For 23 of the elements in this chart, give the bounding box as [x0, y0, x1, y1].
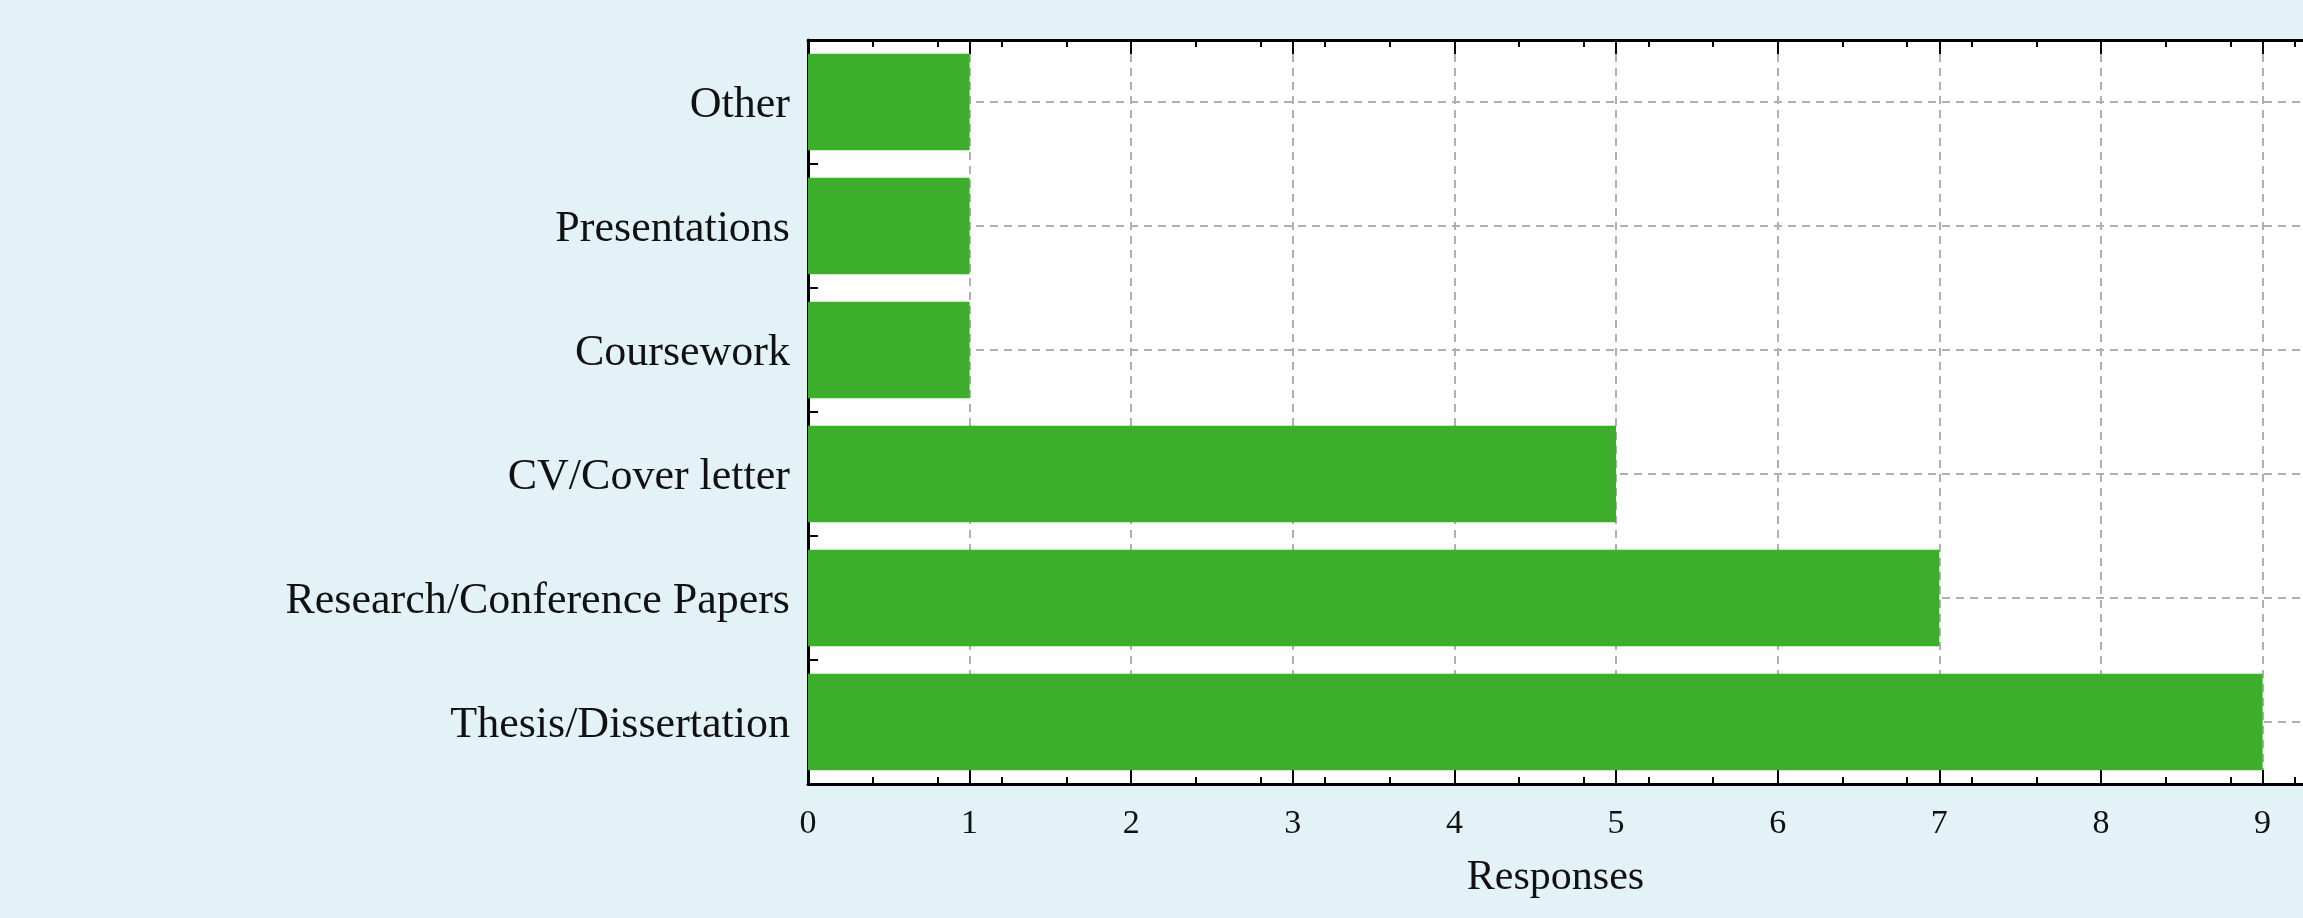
bar [808, 425, 1617, 523]
x-tick-label: 8 [2092, 802, 2110, 840]
x-tick-label: 7 [1930, 802, 1948, 840]
y-tick-label: Thesis/Dissertation [450, 697, 790, 747]
x-tick-label: 3 [1284, 802, 1302, 840]
bar [808, 673, 2263, 771]
x-tick-label: 1 [961, 802, 979, 840]
x-axis-title: Responses [1466, 852, 1645, 898]
y-tick-label: CV/Cover letter [507, 449, 791, 499]
x-tick-label: 4 [1445, 802, 1463, 840]
y-tick-label: Other [689, 77, 791, 127]
x-tick-label: 9 [2254, 802, 2272, 840]
bar [808, 549, 1940, 647]
y-tick-label: Presentations [555, 201, 790, 251]
y-tick-label: Research/Conference Papers [285, 573, 790, 623]
x-tick-label: 0 [799, 802, 817, 840]
bar [808, 53, 970, 151]
x-tick-label: 6 [1769, 802, 1787, 840]
x-tick-label: 2 [1122, 802, 1140, 840]
x-tick-label: 5 [1607, 802, 1625, 840]
bar [808, 177, 970, 275]
y-tick-label: Coursework [574, 325, 790, 375]
bar [808, 301, 970, 399]
